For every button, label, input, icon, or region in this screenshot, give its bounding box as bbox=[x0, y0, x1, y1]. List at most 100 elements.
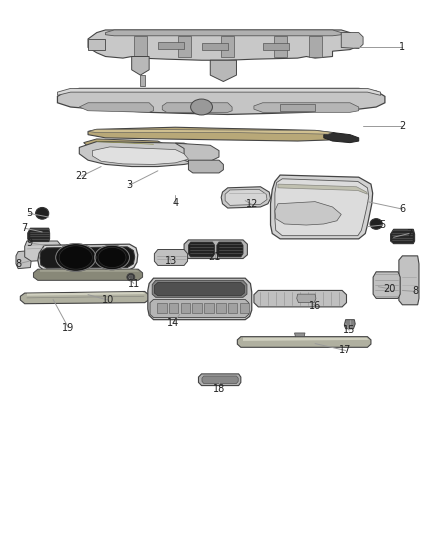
Polygon shape bbox=[40, 270, 140, 272]
Ellipse shape bbox=[191, 99, 212, 115]
Polygon shape bbox=[27, 292, 146, 296]
Text: 13: 13 bbox=[165, 256, 177, 266]
Polygon shape bbox=[148, 278, 252, 320]
Polygon shape bbox=[188, 160, 223, 173]
Polygon shape bbox=[391, 229, 415, 244]
Polygon shape bbox=[240, 303, 249, 313]
Polygon shape bbox=[150, 300, 249, 318]
Polygon shape bbox=[88, 39, 106, 50]
Polygon shape bbox=[141, 75, 145, 86]
Text: 3: 3 bbox=[127, 180, 133, 190]
Polygon shape bbox=[162, 103, 232, 112]
Polygon shape bbox=[275, 201, 341, 225]
Polygon shape bbox=[201, 43, 228, 50]
Polygon shape bbox=[88, 130, 332, 134]
Polygon shape bbox=[341, 33, 363, 49]
Text: 11: 11 bbox=[128, 279, 140, 288]
Text: 12: 12 bbox=[246, 199, 258, 209]
Ellipse shape bbox=[59, 246, 92, 269]
Polygon shape bbox=[228, 303, 237, 313]
Polygon shape bbox=[57, 88, 385, 115]
Text: 1: 1 bbox=[399, 42, 406, 52]
Text: 20: 20 bbox=[383, 284, 396, 294]
Polygon shape bbox=[79, 142, 206, 166]
Polygon shape bbox=[274, 36, 287, 56]
Polygon shape bbox=[280, 104, 315, 111]
Polygon shape bbox=[134, 36, 147, 56]
Polygon shape bbox=[271, 175, 373, 239]
Ellipse shape bbox=[56, 244, 96, 271]
Polygon shape bbox=[263, 43, 289, 50]
Polygon shape bbox=[243, 338, 369, 341]
Text: 21: 21 bbox=[208, 253, 221, 262]
Polygon shape bbox=[158, 42, 184, 49]
Polygon shape bbox=[33, 269, 143, 280]
Text: 8: 8 bbox=[15, 259, 21, 269]
Polygon shape bbox=[132, 56, 149, 75]
Text: 15: 15 bbox=[343, 325, 355, 335]
Polygon shape bbox=[204, 303, 214, 313]
Text: 22: 22 bbox=[75, 171, 88, 181]
Polygon shape bbox=[40, 247, 135, 268]
Polygon shape bbox=[92, 147, 188, 165]
Text: 6: 6 bbox=[399, 204, 406, 214]
Text: 19: 19 bbox=[62, 322, 74, 333]
Polygon shape bbox=[88, 30, 359, 60]
Polygon shape bbox=[175, 143, 219, 164]
Polygon shape bbox=[169, 303, 178, 313]
Polygon shape bbox=[308, 36, 321, 56]
Polygon shape bbox=[106, 30, 341, 36]
Polygon shape bbox=[192, 303, 202, 313]
Polygon shape bbox=[399, 256, 419, 305]
Polygon shape bbox=[154, 282, 244, 296]
Polygon shape bbox=[157, 303, 166, 313]
Text: 5: 5 bbox=[26, 208, 32, 219]
Polygon shape bbox=[79, 103, 153, 112]
Polygon shape bbox=[225, 189, 267, 205]
Text: 10: 10 bbox=[102, 295, 114, 305]
Polygon shape bbox=[154, 249, 187, 265]
Polygon shape bbox=[180, 303, 190, 313]
Polygon shape bbox=[152, 280, 247, 297]
Polygon shape bbox=[278, 184, 367, 194]
Ellipse shape bbox=[129, 275, 133, 279]
Polygon shape bbox=[57, 88, 381, 95]
Polygon shape bbox=[324, 133, 359, 143]
Polygon shape bbox=[198, 374, 241, 385]
Ellipse shape bbox=[127, 273, 135, 281]
Text: 8: 8 bbox=[413, 286, 419, 296]
Text: 7: 7 bbox=[21, 223, 28, 233]
Text: 16: 16 bbox=[309, 301, 321, 311]
Polygon shape bbox=[202, 376, 238, 383]
Polygon shape bbox=[177, 36, 191, 56]
Ellipse shape bbox=[35, 207, 49, 219]
Polygon shape bbox=[221, 187, 271, 208]
Text: 17: 17 bbox=[339, 345, 352, 356]
Polygon shape bbox=[217, 242, 243, 257]
Ellipse shape bbox=[95, 245, 130, 270]
Polygon shape bbox=[16, 251, 31, 269]
Text: 2: 2 bbox=[399, 120, 406, 131]
Polygon shape bbox=[221, 36, 234, 56]
Polygon shape bbox=[184, 240, 247, 259]
Text: 4: 4 bbox=[172, 198, 178, 208]
Text: 9: 9 bbox=[26, 238, 32, 247]
Polygon shape bbox=[88, 127, 341, 141]
Polygon shape bbox=[188, 242, 215, 257]
Text: 18: 18 bbox=[213, 384, 225, 394]
Polygon shape bbox=[294, 333, 305, 337]
Polygon shape bbox=[84, 139, 166, 150]
Polygon shape bbox=[297, 294, 316, 303]
Ellipse shape bbox=[98, 247, 126, 268]
Polygon shape bbox=[237, 337, 371, 348]
Polygon shape bbox=[254, 290, 346, 307]
Polygon shape bbox=[373, 272, 400, 298]
Text: 14: 14 bbox=[167, 318, 179, 328]
Polygon shape bbox=[275, 179, 369, 236]
Polygon shape bbox=[344, 320, 355, 329]
Text: 5: 5 bbox=[380, 220, 386, 230]
Polygon shape bbox=[210, 60, 237, 82]
Polygon shape bbox=[38, 244, 138, 271]
Text: 7: 7 bbox=[406, 229, 412, 239]
Polygon shape bbox=[20, 292, 149, 304]
